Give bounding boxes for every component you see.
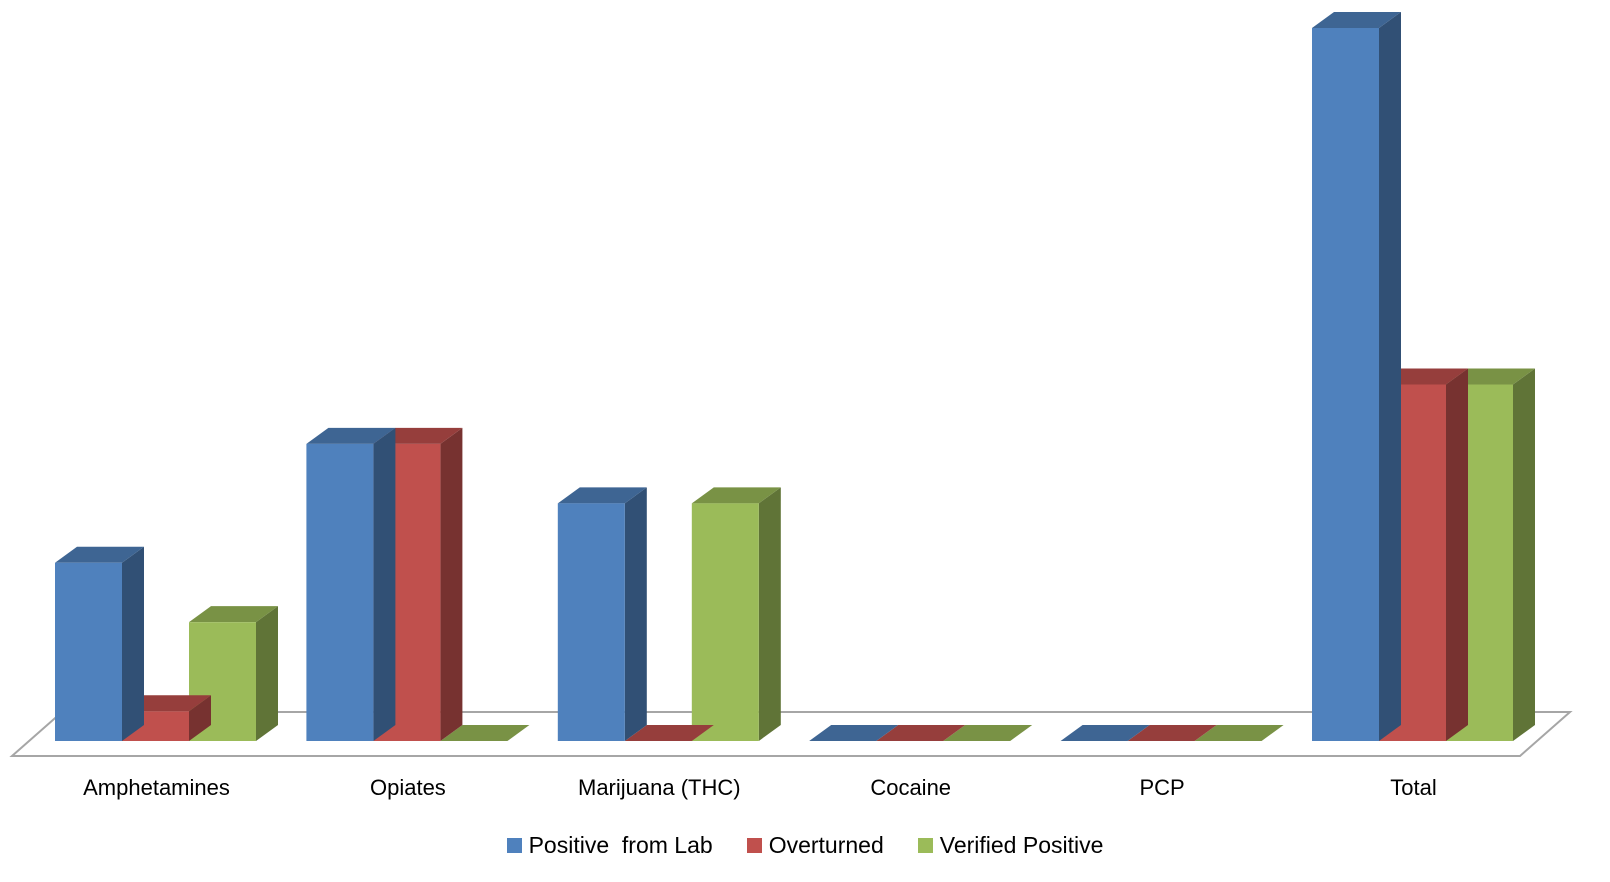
bar-front-face <box>557 503 625 741</box>
bar-pcp-s2 <box>1194 725 1284 741</box>
category-label: Marijuana (THC) <box>578 775 741 800</box>
bar-front-face <box>1312 28 1379 741</box>
bar-side-face <box>1379 12 1401 741</box>
bar-marijuana-thc--s0 <box>557 487 647 741</box>
bar-opiates-s0 <box>306 427 396 741</box>
bar-cocaine-s2 <box>943 725 1033 741</box>
bar-top-face <box>306 427 396 444</box>
legend-label: Overturned <box>768 832 884 858</box>
bar-top-face <box>122 695 211 712</box>
bar-marijuana-thc--s1 <box>624 725 714 741</box>
bar-side-face <box>758 487 781 741</box>
bar-front-face <box>691 503 759 741</box>
bar-cocaine-s0 <box>809 725 899 741</box>
bars-layer <box>55 12 1535 741</box>
legend-item-overturned: Overturned <box>746 832 884 859</box>
bar-side-face <box>1446 368 1468 741</box>
bar-top-face <box>1194 725 1284 741</box>
bar-side-face <box>373 427 396 741</box>
bar-top-face <box>943 725 1033 741</box>
legend-item-positive-from-lab: Positive from Lab <box>506 832 713 859</box>
bar-top-face <box>1379 368 1468 385</box>
bar-side-face <box>122 546 144 741</box>
bar-top-face <box>1127 725 1217 741</box>
bar-top-face <box>55 546 144 563</box>
bar-side-face <box>624 487 647 741</box>
bar-side-face <box>440 427 463 741</box>
bar-amphetamines-s0 <box>55 546 144 741</box>
bar-top-face <box>373 427 463 444</box>
bar-pcp-s0 <box>1060 725 1150 741</box>
bar-side-face <box>189 695 211 741</box>
bar-top-face <box>624 725 714 741</box>
bar-top-face <box>1312 12 1401 28</box>
bar-side-face <box>1513 368 1535 741</box>
bar-opiates-s2 <box>440 725 530 741</box>
bar-front-face <box>55 562 122 741</box>
bar-top-face <box>809 725 899 741</box>
bar-side-face <box>256 606 278 741</box>
bar-front-face <box>306 443 374 741</box>
category-label: PCP <box>1139 775 1184 800</box>
bar-top-face <box>1060 725 1150 741</box>
legend-label: Verified Positive <box>939 832 1104 858</box>
bar-top-face <box>557 487 647 504</box>
bar-pcp-s1 <box>1127 725 1217 741</box>
legend-swatch <box>506 838 522 853</box>
legend-item-verified-positive: Verified Positive <box>917 832 1104 859</box>
category-label: Total <box>1390 775 1436 800</box>
legend-swatch <box>746 838 762 853</box>
bar-cocaine-s1 <box>876 725 966 741</box>
legend-label: Positive from Lab <box>528 832 713 858</box>
legend: Positive from Lab Overturned Verified Po… <box>0 832 1610 859</box>
bar-top-face <box>876 725 966 741</box>
legend-swatch <box>917 838 933 853</box>
bar-marijuana-thc--s2 <box>691 487 781 741</box>
category-label: Amphetamines <box>83 775 230 800</box>
bar-top-face <box>440 725 530 741</box>
category-labels: Amphetamines Opiates Marijuana (THC) Cocain… <box>83 775 1437 800</box>
category-label: Opiates <box>370 775 446 800</box>
category-label: Cocaine <box>870 775 951 800</box>
bar-top-face <box>189 606 278 623</box>
bar-top-face <box>1446 368 1535 385</box>
bar-top-face <box>691 487 781 504</box>
bar-total-s0 <box>1312 12 1401 741</box>
